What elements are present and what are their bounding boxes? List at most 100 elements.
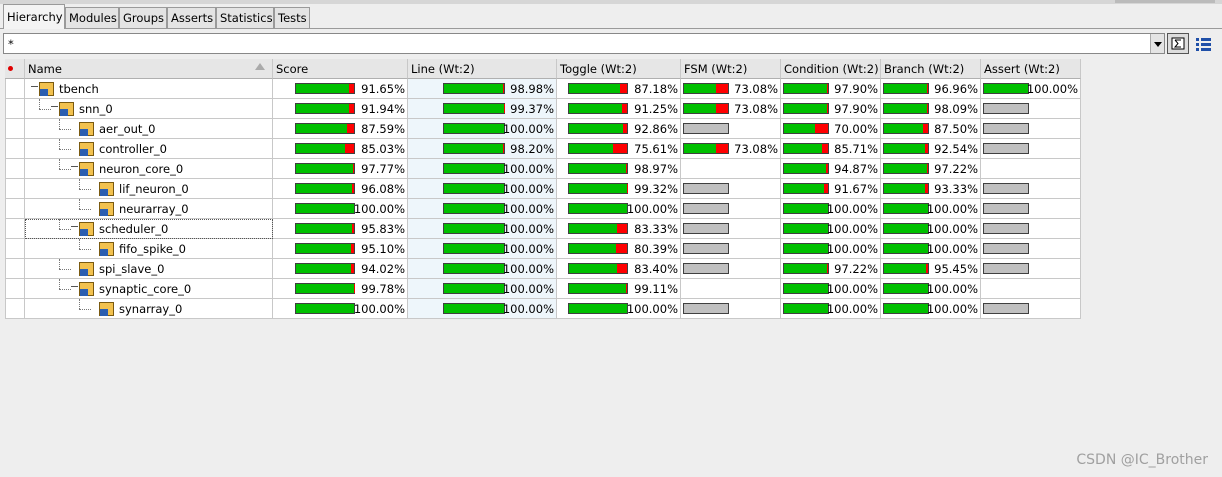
uncovered-part (617, 224, 627, 233)
covered-part (296, 124, 347, 133)
coverage-value: 100.00% (626, 202, 678, 216)
coverage-bar (443, 83, 505, 94)
coverage-value: 83.33% (634, 222, 678, 236)
coverage-bar (783, 263, 829, 274)
tree-line (59, 269, 71, 270)
column-header[interactable]: Branch (Wt:2) (881, 59, 981, 79)
sum-button[interactable] (1167, 33, 1189, 54)
metric-cell: 99.78% (273, 279, 408, 299)
metric-cell: 100.00% (781, 219, 881, 239)
coverage-value: 80.39% (634, 242, 678, 256)
tree-line (79, 239, 80, 249)
tab[interactable]: Asserts (167, 7, 216, 29)
covered-part (296, 84, 350, 93)
coverage-value: 100.00% (502, 222, 554, 236)
metric-cell: 100.00% (981, 79, 1081, 99)
coverage-value: 95.83% (361, 222, 405, 236)
name-cell: snn_0 (25, 99, 273, 119)
column-header[interactable]: FSM (Wt:2) (681, 59, 781, 79)
covered-part (569, 124, 623, 133)
covered-part (296, 224, 352, 233)
module-name[interactable]: tbench (59, 82, 99, 96)
module-name[interactable]: controller_0 (99, 142, 167, 156)
module-name[interactable]: neuron_core_0 (99, 162, 184, 176)
column-header[interactable]: Name (25, 59, 273, 79)
coverage-bar (883, 203, 929, 214)
module-name[interactable]: neurarray_0 (119, 202, 189, 216)
tree-line (79, 199, 80, 209)
module-name[interactable]: fifo_spike_0 (119, 242, 186, 256)
list-button[interactable] (1194, 34, 1214, 54)
coverage-value: 100.00% (926, 242, 978, 256)
coverage-value: 98.20% (510, 142, 554, 156)
tab[interactable]: Tests (274, 7, 310, 29)
column-header[interactable]: Toggle (Wt:2) (557, 59, 681, 79)
module-name[interactable]: synaptic_core_0 (99, 282, 192, 296)
covered-part (784, 124, 815, 133)
module-name[interactable]: spi_slave_0 (99, 262, 165, 276)
metric-cell: 91.67% (781, 179, 881, 199)
marker-cell (5, 139, 25, 159)
covered-part (569, 204, 627, 213)
coverage-bar (683, 123, 729, 134)
coverage-bar (568, 163, 628, 174)
metric-cell: 87.50% (881, 119, 981, 139)
column-header[interactable]: Line (Wt:2) (408, 59, 557, 79)
name-cell: tbench (25, 79, 273, 99)
covered-part (884, 244, 928, 253)
metric-cell: 100.00% (781, 279, 881, 299)
covered-part (884, 84, 927, 93)
uncovered-part (922, 124, 928, 133)
tree-line (59, 219, 60, 229)
tab[interactable]: Modules (65, 7, 119, 29)
column-header[interactable]: Condition (Wt:2) (781, 59, 881, 79)
uncovered-part (626, 164, 627, 173)
metric-cell: 91.25% (557, 99, 681, 119)
coverage-bar (783, 303, 829, 314)
coverage-value: 98.98% (510, 82, 554, 96)
metric-cell (981, 239, 1081, 259)
coverage-bar (568, 83, 628, 94)
coverage-bar (295, 83, 355, 94)
uncovered-part (350, 264, 354, 273)
metric-cell: 94.87% (781, 159, 881, 179)
coverage-value: 100.00% (826, 242, 878, 256)
filter-input[interactable]: * (3, 33, 1165, 54)
metric-cell: 99.32% (557, 179, 681, 199)
metric-cell: 92.54% (881, 139, 981, 159)
module-name[interactable]: aer_out_0 (99, 122, 156, 136)
uncovered-part (716, 84, 728, 93)
coverage-bar (983, 123, 1029, 134)
coverage-bar (783, 103, 829, 114)
coverage-bar (443, 303, 505, 314)
coverage-bar (568, 283, 628, 294)
coverage-bar (568, 123, 628, 134)
metric-cell (981, 139, 1081, 159)
tab[interactable]: Hierarchy (3, 4, 65, 29)
marker-cell (5, 299, 25, 319)
tab[interactable]: Statistics (216, 7, 274, 29)
coverage-value: 85.03% (361, 142, 405, 156)
module-name[interactable]: scheduler_0 (99, 222, 169, 236)
column-header[interactable]: Assert (Wt:2) (981, 59, 1081, 79)
metric-cell: 91.94% (273, 99, 408, 119)
tree-line (79, 209, 91, 210)
coverage-bar (783, 243, 829, 254)
coverage-value: 99.78% (361, 282, 405, 296)
coverage-bar (683, 103, 729, 114)
covered-part (784, 144, 822, 153)
metric-cell: 100.00% (881, 199, 981, 219)
covered-part (784, 304, 828, 313)
module-badge (100, 309, 108, 316)
tab[interactable]: Groups (119, 7, 167, 29)
marker-cell (5, 239, 25, 259)
module-icon (79, 142, 94, 156)
covered-part (569, 244, 616, 253)
module-name[interactable]: lif_neuron_0 (119, 182, 189, 196)
column-header[interactable]: Score (273, 59, 408, 79)
uncovered-part (926, 164, 928, 173)
module-name[interactable]: snn_0 (79, 102, 113, 116)
filter-dropdown[interactable] (1150, 34, 1164, 53)
metric-cell: 97.22% (781, 259, 881, 279)
module-name[interactable]: synarray_0 (119, 302, 183, 316)
